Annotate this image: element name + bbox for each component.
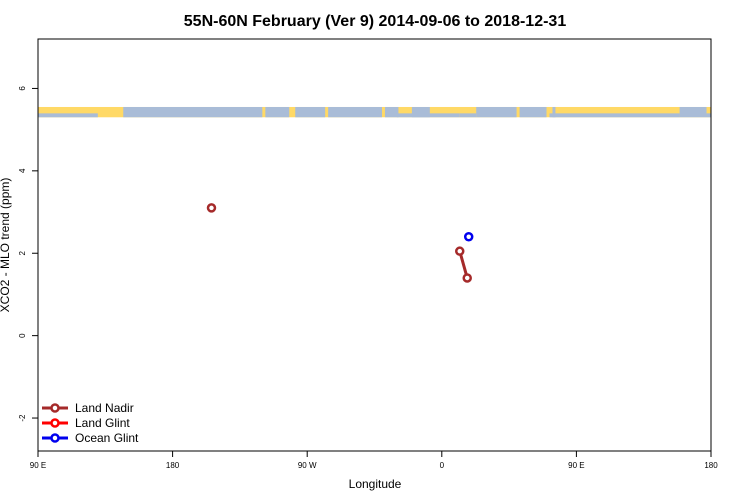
chart-title: 55N-60N February (Ver 9) 2014-09-06 to 2… [184, 13, 567, 30]
x-tick-label: 90 E [568, 461, 584, 470]
legend-marker [50, 418, 60, 428]
legend-label: Land Glint [75, 416, 130, 430]
x-axis-ticks: 90 E 180 90 W 0 90 E 180 [30, 451, 718, 470]
data-point [206, 203, 217, 213]
y-tick-label: -2 [18, 414, 27, 422]
band-ocean-segment [265, 106, 290, 118]
data-point [454, 246, 465, 256]
legend-label: Ocean Glint [75, 431, 139, 445]
land-ocean-band [38, 106, 711, 118]
series-layer [206, 203, 474, 283]
band-ocean-strip [549, 113, 680, 118]
band-ocean-segment [679, 106, 707, 118]
plot-area-frame [37, 38, 712, 452]
y-axis-label: XCO2 - MLO trend (ppm) [0, 178, 12, 313]
band-ocean-segment [519, 106, 547, 118]
y-tick-label: 2 [18, 250, 27, 255]
legend-marker [50, 433, 60, 443]
data-point [463, 232, 474, 242]
x-tick-label: 90 E [30, 461, 46, 470]
y-tick-label: 0 [18, 333, 27, 338]
y-tick-label: 6 [18, 86, 27, 91]
band-ocean-segment [384, 106, 399, 118]
x-tick-label: 180 [704, 461, 718, 470]
band-ocean-segment [328, 106, 382, 118]
band-ocean-segment [123, 106, 263, 118]
band-ocean-segment [476, 106, 517, 118]
band-ocean-segment [411, 106, 430, 118]
band-ocean-strip [706, 113, 711, 118]
band-ocean-strip [396, 113, 460, 118]
x-tick-label: 180 [166, 461, 180, 470]
x-tick-label: 0 [440, 461, 445, 470]
legend-marker [50, 403, 60, 413]
x-tick-label: 90 W [298, 461, 317, 470]
data-point [462, 273, 472, 283]
y-axis-ticks: -2 0 2 4 6 [18, 86, 38, 422]
band-ocean-strip [38, 113, 98, 118]
legend-label: Land Nadir [75, 401, 134, 415]
band-ocean-strip [459, 113, 477, 118]
x-axis-label: Longitude [349, 477, 402, 491]
band-ocean-segment [295, 106, 326, 118]
band-ocean-segment [552, 106, 556, 118]
y-tick-label: 4 [18, 168, 27, 173]
